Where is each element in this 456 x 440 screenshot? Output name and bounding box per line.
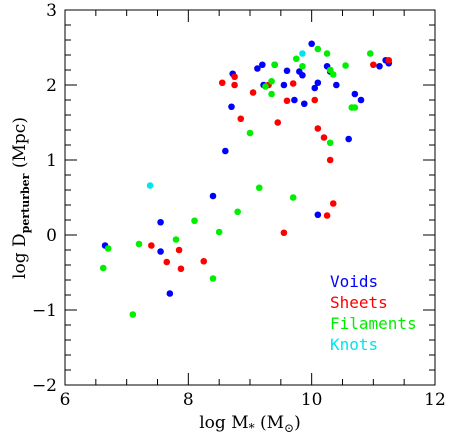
data-point [268,77,275,85]
data-point [280,81,288,89]
data-point [246,129,254,137]
data-point [385,56,393,64]
data-point [326,156,334,164]
data-point [323,50,331,57]
axis-ticks [64,9,436,386]
data-point [308,40,315,48]
data-point [299,62,306,70]
data-point [283,67,291,75]
data-point [215,228,223,236]
data-point [231,73,238,81]
data-point [314,45,322,53]
legend-label-knots: Knots [330,335,378,354]
series-knots [146,50,306,189]
y-tick-label: 2 [46,76,57,96]
data-point [299,71,306,79]
data-point [357,96,365,104]
data-point [300,100,308,108]
data-point [209,192,217,200]
data-point [172,236,180,243]
data-point [314,79,322,87]
data-point [99,264,107,272]
y-tick-label: −2 [32,376,57,396]
data-point [370,61,377,69]
data-point [280,229,288,237]
data-point [289,80,297,87]
data-point [231,81,238,89]
data-point [351,90,359,98]
data-point [166,290,174,297]
data-point [320,134,328,141]
data-point [191,217,198,225]
data-point [326,139,334,147]
x-tick-label: 10 [301,390,323,410]
data-point [163,258,171,266]
series-filaments [99,45,374,318]
data-point [157,218,164,226]
data-point [228,103,235,111]
legend-label-voids: Voids [330,272,378,291]
data-point [146,182,154,189]
data-point [311,84,319,92]
data-point [255,184,263,192]
data-point [135,240,143,248]
data-point [129,311,137,318]
data-point [366,50,374,57]
data-point [333,81,340,89]
data-point [157,248,164,255]
data-point [262,83,269,90]
y-tick-label: 3 [46,1,57,21]
data-point [376,62,383,70]
data-point [314,211,322,219]
data-point [329,71,337,78]
data-point [299,50,306,57]
x-axis-label: log M* (M⊙) [199,413,301,435]
data-point [291,96,298,104]
data-point [345,135,352,143]
series-voids [101,40,393,297]
data-point [175,246,183,254]
data-point [148,242,155,249]
y-tick-label: 0 [46,226,57,246]
data-points [99,40,393,318]
legend: Voids Sheets Filaments Knots [330,272,417,354]
x-tick-label: 12 [424,390,446,410]
data-point [342,62,349,69]
data-point [254,65,261,72]
data-point [222,147,229,155]
data-point [104,245,112,252]
data-point [249,89,257,96]
legend-label-filaments: Filaments [330,314,417,333]
data-point [218,79,226,87]
data-point [289,194,297,201]
data-point [274,119,282,126]
data-point [200,257,208,265]
data-point [177,265,185,273]
data-point [283,97,291,105]
data-point [329,200,337,207]
data-point [292,55,300,63]
data-point [311,96,319,104]
legend-label-sheets: Sheets [330,293,388,312]
data-point [323,212,331,219]
x-tick-label: 8 [183,390,194,410]
data-point [268,90,275,98]
x-tick-label: 6 [60,390,71,410]
data-point [237,115,245,123]
data-point [259,61,266,69]
series-sheets [148,56,393,273]
data-point [209,275,217,282]
data-point [351,104,359,111]
y-tick-label: −1 [32,301,57,321]
data-point [314,125,322,132]
y-tick-label: 1 [46,151,57,171]
y-axis-label: log Dperturber (Mpc) [10,117,32,279]
data-point [271,61,278,69]
data-point [234,208,241,216]
